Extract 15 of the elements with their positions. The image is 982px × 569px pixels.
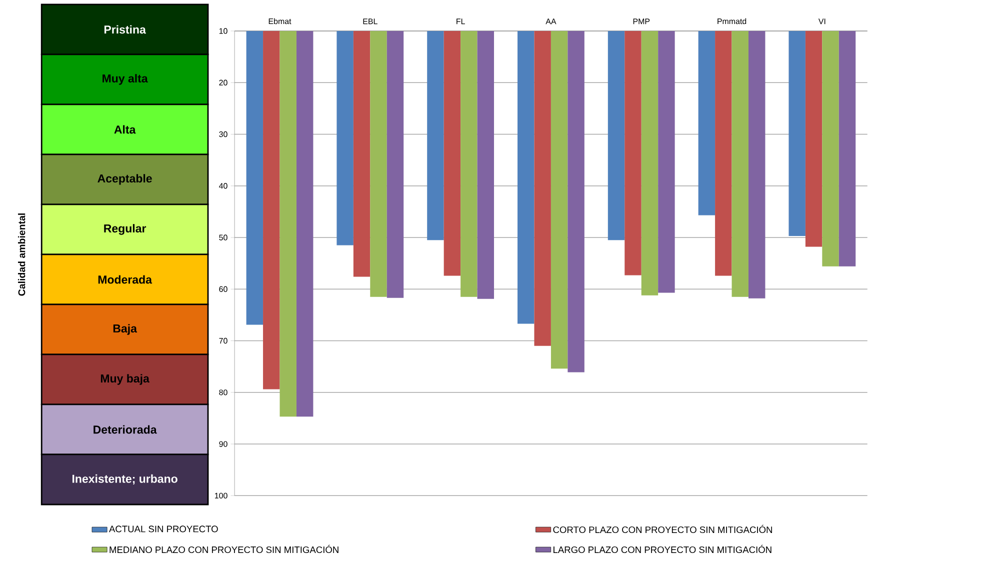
text: Calidad ambiental xyxy=(18,213,26,296)
legend-label: ACTUAL SIN PROYECTO xyxy=(109,526,218,532)
category-label: Muy baja xyxy=(100,374,150,385)
category-label: Alta xyxy=(114,125,136,134)
category-label: Moderada xyxy=(98,275,152,284)
category-label: Deteriorada xyxy=(94,425,157,434)
category-label: Inexistente; urbano xyxy=(72,474,178,484)
category-label: Aceptable xyxy=(98,174,152,185)
legend-label: MEDIANO PLAZO CON PROYECTO SIN MITIGACIÓN xyxy=(110,544,338,553)
category-label: Pristina xyxy=(104,25,146,34)
legend-label: LARGO PLAZO CON PROYECTO SIN MITIGACIÓN xyxy=(554,544,772,553)
category-label: Regular xyxy=(104,224,146,235)
category-label: Baja xyxy=(113,324,138,335)
category-label: Muy alta xyxy=(102,74,148,85)
legend-label: CORTO PLAZO CON PROYECTO SIN MITIGACIÓN xyxy=(553,524,772,534)
